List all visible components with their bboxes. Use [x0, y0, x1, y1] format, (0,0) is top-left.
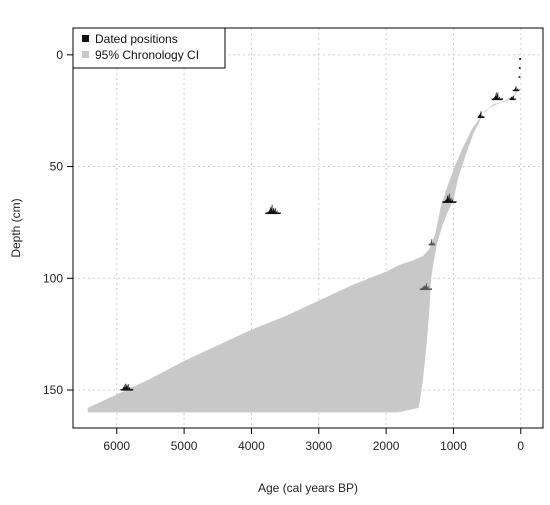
- y-tick-label: 50: [50, 160, 64, 174]
- dated-position-mark: [509, 95, 516, 101]
- dated-position-mark: [120, 383, 134, 391]
- plot-border: [72, 27, 544, 429]
- axis-ticks: 6000 5000 4000 3000 2000 1000 0 0 50 100 150: [43, 48, 524, 453]
- x-tick-label: 4000: [238, 439, 265, 453]
- y-axis-title: Depth (cm): [9, 198, 23, 257]
- x-tick-label: 1000: [440, 439, 467, 453]
- legend-label-dated: Dated positions: [95, 32, 178, 46]
- dated-positions-group: [120, 58, 522, 391]
- legend-swatch-dated: [82, 35, 89, 42]
- y-tick-label: 150: [43, 383, 63, 397]
- dated-position-mark: [512, 86, 520, 92]
- legend: Dated positions 95% Chronology CI: [72, 27, 226, 69]
- grid-lines: [73, 28, 543, 428]
- dated-position-mark: [491, 92, 503, 101]
- x-tick-label: 6000: [103, 439, 130, 453]
- x-tick-label: 5000: [171, 439, 198, 453]
- legend-label-ci: 95% Chronology CI: [95, 48, 199, 62]
- x-tick-label: 3000: [305, 439, 332, 453]
- chronology-ci-band-group: [87, 61, 521, 413]
- y-tick-label: 100: [43, 271, 63, 285]
- x-tick-label: 0: [517, 439, 524, 453]
- dated-position-mark: [265, 204, 281, 215]
- x-axis-title: Age (cal years BP): [258, 481, 358, 495]
- chronology-ci-band: [87, 61, 521, 413]
- x-tick-label: 2000: [373, 439, 400, 453]
- legend-swatch-ci: [82, 51, 89, 58]
- dated-position-mark: [477, 111, 485, 119]
- legend-box: [72, 27, 226, 69]
- y-tick-label: 0: [56, 48, 63, 62]
